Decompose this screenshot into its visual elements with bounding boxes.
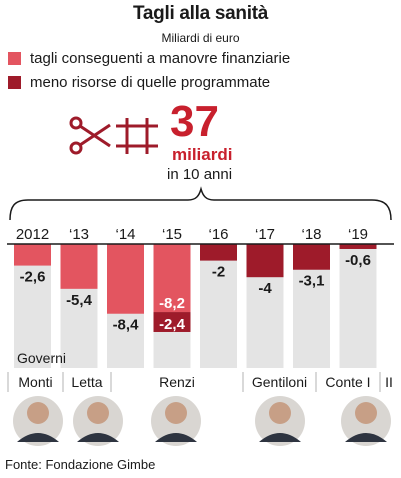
x-tick-label: ‘18 (301, 226, 321, 243)
bar-manovre (107, 244, 144, 314)
bar-background (200, 244, 237, 368)
avatar-monti (13, 396, 63, 446)
bar-manovre (60, 244, 98, 289)
government-conte-i: Conte I (325, 374, 371, 390)
x-tick-label: ‘19 (348, 226, 368, 243)
bar-manovre (14, 244, 51, 266)
data-label: -5,4 (66, 292, 93, 309)
government-letta: Letta (71, 374, 103, 390)
legend-label: meno risorse di quelle programmate (30, 74, 271, 91)
chart-title: Tagli alla sanità (133, 3, 268, 24)
x-tick-label: ‘15 (162, 226, 182, 243)
bar-manovre (153, 244, 191, 313)
source-note: Fonte: Fondazione Gimbe (5, 457, 156, 472)
avatar-conte (341, 396, 391, 446)
avatar-renzi (151, 396, 201, 446)
x-tick-label: 2012 (16, 226, 49, 243)
avatar-gentiloni (255, 396, 305, 446)
legend-label: tagli conseguenti a manovre finanziarie (30, 50, 291, 67)
data-label: -8,2 (159, 295, 185, 312)
government-dividers (7, 372, 381, 392)
government-renzi: Renzi (159, 374, 195, 390)
x-tick-label: ‘14 (115, 226, 135, 243)
chart-subtitle: Miliardi di euro (161, 31, 240, 45)
bar-risorse (339, 244, 377, 249)
data-label: -0,6 (345, 252, 371, 269)
headline-value: 37 (170, 97, 219, 146)
headline-unit: miliardi (172, 145, 233, 164)
legend-swatch (8, 76, 21, 89)
bar-risorse (293, 244, 330, 270)
legend-item-manovre: tagli conseguenti a manovre finanziarie (8, 50, 290, 67)
period-brace (9, 186, 392, 221)
data-label: -2,4 (159, 316, 186, 333)
data-label: -2,6 (20, 269, 46, 286)
data-label: -4 (258, 280, 272, 297)
government-portraits (13, 396, 391, 446)
scissors-icon (69, 116, 158, 155)
avatar-letta (73, 396, 123, 446)
data-label: -2 (212, 264, 225, 281)
headline-period: in 10 anni (167, 166, 233, 183)
legend-item-risorse: meno risorse di quelle programmate (8, 74, 270, 91)
x-tick-label: ‘16 (208, 226, 228, 243)
x-tick-label: ‘13 (69, 226, 89, 243)
bar-risorse (246, 244, 284, 278)
governments-label: Governi (17, 350, 66, 366)
government-monti: Monti (18, 374, 53, 390)
government-gentiloni: Gentiloni (251, 374, 308, 390)
legend-swatch (8, 52, 21, 65)
data-label: -3,1 (299, 273, 325, 290)
bar-background (339, 244, 377, 368)
government-conte-ii: II (385, 374, 393, 390)
data-label: -8,4 (113, 317, 140, 334)
bar-risorse (200, 244, 237, 261)
x-tick-label: ‘17 (255, 226, 275, 243)
bar-risorse (153, 312, 191, 332)
